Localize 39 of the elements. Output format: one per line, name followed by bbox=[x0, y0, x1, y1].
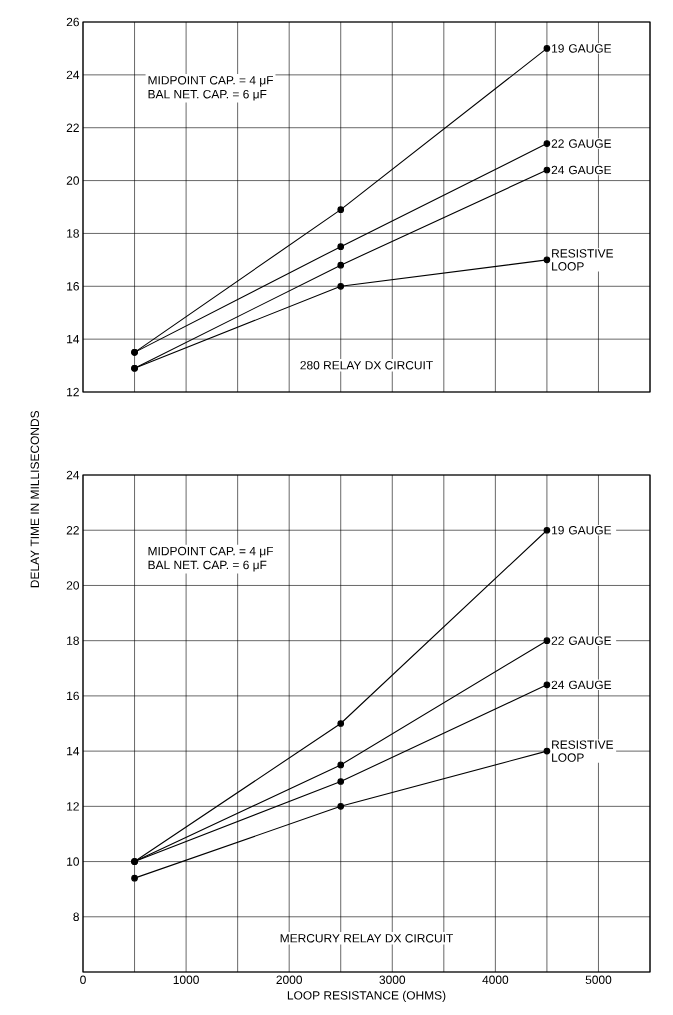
series-label: RESISTIVE LOOP bbox=[552, 740, 614, 762]
y-tick-label: 12 bbox=[67, 802, 79, 811]
y-tick-label: 18 bbox=[67, 636, 79, 645]
annotation: BAL NET. CAP. = 6 μF bbox=[148, 89, 267, 101]
annotation: MIDPOINT CAP. = 4 μF bbox=[148, 546, 274, 558]
y-tick-label: 18 bbox=[67, 229, 79, 238]
annotation: BAL NET. CAP. = 6 μF bbox=[148, 560, 267, 572]
y-tick-label: 10 bbox=[67, 857, 80, 866]
x-tick-label: 5000 bbox=[585, 975, 612, 984]
y-tick-label: 16 bbox=[67, 691, 79, 701]
series-label: 22 GAUGE bbox=[551, 139, 612, 148]
x-tick-label: 2000 bbox=[276, 975, 303, 984]
series-label: 24 GAUGE bbox=[551, 680, 612, 690]
series-label: RESISTIVE LOOP bbox=[552, 249, 614, 271]
x-tick-label: 3000 bbox=[379, 975, 406, 984]
x-tick-label: 1000 bbox=[173, 975, 199, 984]
y-tick-label: 8 bbox=[73, 912, 79, 922]
y-tick-label: 14 bbox=[67, 747, 80, 756]
y-tick-label: 24 bbox=[66, 470, 80, 480]
x-axis-title: LOOP RESISTANCE (OHMS) bbox=[287, 990, 446, 1002]
y-tick-label: 16 bbox=[67, 282, 79, 291]
y-tick-label: 20 bbox=[66, 176, 80, 185]
series-label: 19 GAUGE bbox=[552, 526, 612, 535]
annotation: 280 RELAY DX CIRCUIT bbox=[300, 361, 433, 370]
series-label: 22 GAUGE bbox=[551, 636, 612, 645]
x-tick-label: 0 bbox=[80, 975, 86, 984]
y-tick-label: 22 bbox=[66, 526, 79, 535]
y-tick-label: 22 bbox=[66, 123, 79, 132]
y-tick-label: 20 bbox=[66, 581, 80, 590]
y-tick-label: 12 bbox=[67, 387, 79, 397]
y-axis-title: DELAY TIME IN MILLISECONDS bbox=[30, 410, 40, 588]
y-tick-label: 24 bbox=[66, 70, 80, 80]
y-tick-label: 26 bbox=[66, 17, 79, 27]
annotation: MERCURY RELAY DX CIRCUIT bbox=[280, 934, 454, 943]
x-tick-label: 4000 bbox=[482, 975, 509, 984]
y-tick-label: 14 bbox=[67, 335, 80, 344]
series-label: 19 GAUGE bbox=[552, 44, 612, 53]
annotation: MIDPOINT CAP. = 4 μF bbox=[148, 76, 274, 87]
series-label: 24 GAUGE bbox=[551, 165, 612, 175]
